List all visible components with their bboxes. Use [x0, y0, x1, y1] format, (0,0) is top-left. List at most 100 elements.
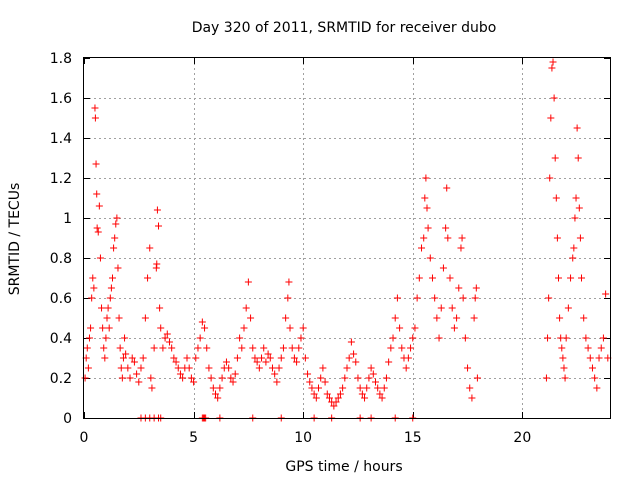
data-point: [378, 394, 386, 402]
data-point: [227, 374, 235, 382]
data-point: [552, 194, 560, 202]
data-point: [277, 354, 285, 362]
data-point: [275, 364, 283, 372]
data-point: [271, 370, 279, 378]
data-point: [251, 354, 259, 362]
data-point: [194, 344, 202, 352]
data-point: [593, 384, 601, 392]
data-point: [402, 364, 410, 372]
data-point: [179, 374, 187, 382]
data-point: [207, 374, 215, 382]
data-point: [458, 234, 466, 242]
data-point: [428, 274, 436, 282]
data-point: [415, 274, 423, 282]
data-point: [369, 370, 377, 378]
data-point: [87, 324, 95, 332]
data-point: [95, 202, 103, 210]
data-point: [83, 344, 91, 352]
data-point: [560, 364, 568, 372]
data-point: [567, 274, 575, 282]
data-point: [325, 394, 333, 402]
data-point: [216, 384, 224, 392]
data-point: [573, 124, 581, 132]
data-point: [365, 374, 373, 382]
x-tick-label: 0: [80, 430, 89, 446]
x-tick-label: 15: [404, 430, 422, 446]
data-point: [470, 314, 478, 322]
data-point: [89, 274, 97, 282]
data-point: [387, 344, 395, 352]
data-point: [312, 394, 320, 402]
data-point: [150, 344, 158, 352]
data-point: [578, 274, 586, 282]
data-point: [576, 234, 584, 242]
data-point: [153, 260, 161, 268]
data-point: [159, 344, 167, 352]
data-point: [262, 358, 270, 366]
data-point: [293, 358, 301, 366]
data-point: [187, 374, 195, 382]
data-point: [93, 190, 101, 198]
data-point: [139, 354, 147, 362]
data-point: [236, 334, 244, 342]
data-point: [285, 278, 293, 286]
data-point: [575, 204, 583, 212]
data-point: [389, 334, 397, 342]
data-point: [153, 206, 161, 214]
data-point: [99, 324, 107, 332]
data-point: [472, 284, 480, 292]
data-point: [286, 324, 294, 332]
data-point: [295, 344, 303, 352]
data-point: [545, 294, 553, 302]
data-point: [282, 314, 290, 322]
x-tick-label: 5: [189, 430, 198, 446]
data-point: [570, 244, 578, 252]
data-point: [81, 374, 89, 382]
data-point: [135, 378, 143, 386]
data-point: [433, 314, 441, 322]
data-point: [147, 374, 155, 382]
data-point: [156, 304, 164, 312]
data-point: [367, 364, 375, 372]
data-point: [225, 364, 233, 372]
data-point: [459, 294, 467, 302]
data-point: [165, 338, 173, 346]
y-tick-label: 1.6: [50, 91, 72, 107]
data-point: [183, 354, 191, 362]
data-point: [464, 364, 472, 372]
data-point: [108, 274, 116, 282]
data-point: [385, 358, 393, 366]
data-point: [334, 394, 342, 402]
data-point: [266, 354, 274, 362]
data-point: [556, 314, 564, 322]
data-point: [116, 344, 124, 352]
x-tick-label: 20: [513, 430, 531, 446]
data-point: [115, 314, 123, 322]
data-point: [354, 374, 362, 382]
axis-ticks: [84, 58, 610, 419]
data-point: [413, 294, 421, 302]
data-point: [411, 324, 419, 332]
data-point: [310, 390, 318, 398]
data-point: [240, 324, 248, 332]
data-point: [133, 370, 141, 378]
data-point: [435, 334, 443, 342]
data-point: [584, 344, 592, 352]
data-point: [198, 318, 206, 326]
data-point: [260, 344, 268, 352]
data-point: [218, 374, 226, 382]
data-point: [321, 378, 329, 386]
data-point: [114, 264, 122, 272]
data-point: [564, 304, 572, 312]
data-point: [319, 364, 327, 372]
data-point: [148, 384, 156, 392]
data-point: [110, 244, 118, 252]
y-axis-label: SRMTID / TECUs: [7, 183, 23, 296]
data-point: [308, 384, 316, 392]
data-point: [92, 160, 100, 168]
data-point: [332, 398, 340, 406]
data-point: [396, 324, 404, 332]
data-point: [253, 358, 261, 366]
data-point: [597, 344, 605, 352]
data-point: [409, 334, 417, 342]
